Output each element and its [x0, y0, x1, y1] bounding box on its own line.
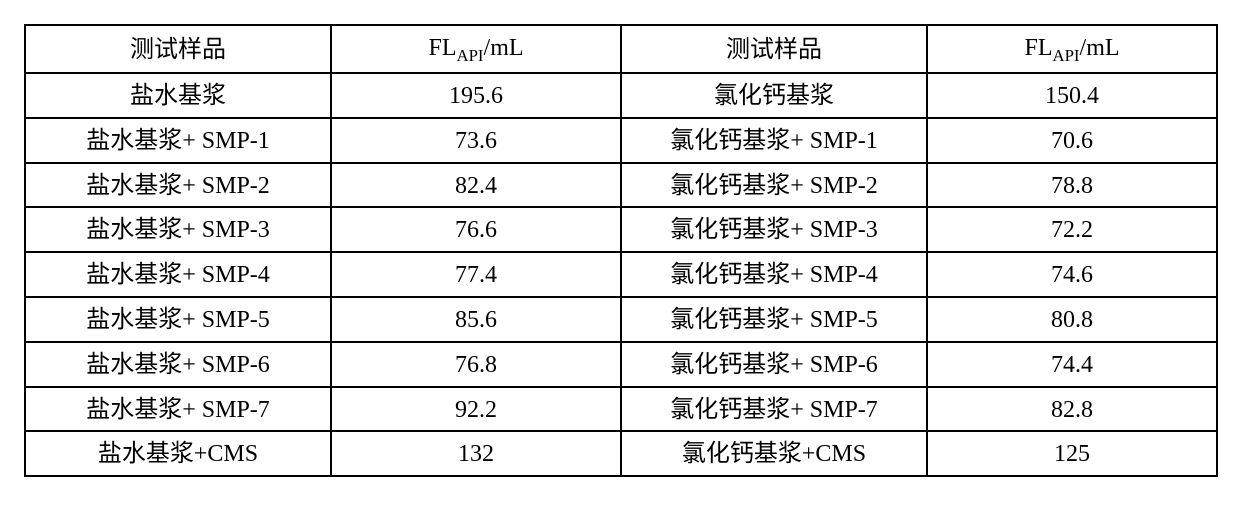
- cell-fl-a: 82.4: [331, 163, 621, 208]
- cell-sample-a: 盐水基浆+CMS: [25, 431, 331, 476]
- cell-sample-a: 盐水基浆+ SMP-1: [25, 118, 331, 163]
- header-text-sub: API: [456, 46, 483, 65]
- cell-sample-a: 盐水基浆+ SMP-7: [25, 387, 331, 432]
- header-text-post: /mL: [1080, 35, 1120, 61]
- cell-sample-a: 盐水基浆+ SMP-4: [25, 252, 331, 297]
- cell-fl-a: 73.6: [331, 118, 621, 163]
- cell-sample-b: 氯化钙基浆+ SMP-3: [621, 207, 927, 252]
- col-header-fl-b: FLAPI/mL: [927, 25, 1217, 73]
- cell-sample-a: 盐水基浆+ SMP-5: [25, 297, 331, 342]
- cell-sample-b: 氯化钙基浆+ SMP-5: [621, 297, 927, 342]
- col-header-fl-a: FLAPI/mL: [331, 25, 621, 73]
- header-text-sub: API: [1052, 46, 1079, 65]
- cell-fl-a: 132: [331, 431, 621, 476]
- col-header-sample-b: 测试样品: [621, 25, 927, 73]
- cell-fl-b: 80.8: [927, 297, 1217, 342]
- table-row: 盐水基浆 195.6 氯化钙基浆 150.4: [25, 73, 1217, 118]
- cell-fl-b: 150.4: [927, 73, 1217, 118]
- cell-fl-b: 70.6: [927, 118, 1217, 163]
- cell-fl-a: 85.6: [331, 297, 621, 342]
- cell-fl-b: 74.6: [927, 252, 1217, 297]
- table-row: 盐水基浆+ SMP-7 92.2 氯化钙基浆+ SMP-7 82.8: [25, 387, 1217, 432]
- header-text: 测试样品: [726, 37, 822, 63]
- header-text-pre: FL: [1024, 35, 1052, 61]
- header-text-post: /mL: [484, 35, 524, 61]
- table-header-row: 测试样品 FLAPI/mL 测试样品 FLAPI/mL: [25, 25, 1217, 73]
- cell-sample-b: 氯化钙基浆: [621, 73, 927, 118]
- cell-sample-a: 盐水基浆+ SMP-6: [25, 342, 331, 387]
- cell-fl-b: 78.8: [927, 163, 1217, 208]
- data-table: 测试样品 FLAPI/mL 测试样品 FLAPI/mL 盐水基浆 195.6 氯…: [24, 24, 1218, 477]
- cell-fl-a: 77.4: [331, 252, 621, 297]
- table-row: 盐水基浆+ SMP-6 76.8 氯化钙基浆+ SMP-6 74.4: [25, 342, 1217, 387]
- cell-sample-a: 盐水基浆+ SMP-3: [25, 207, 331, 252]
- cell-fl-b: 74.4: [927, 342, 1217, 387]
- cell-sample-b: 氯化钙基浆+CMS: [621, 431, 927, 476]
- cell-sample-a: 盐水基浆: [25, 73, 331, 118]
- table-row: 盐水基浆+ SMP-3 76.6 氯化钙基浆+ SMP-3 72.2: [25, 207, 1217, 252]
- cell-fl-a: 76.6: [331, 207, 621, 252]
- cell-fl-b: 72.2: [927, 207, 1217, 252]
- table-row: 盐水基浆+ SMP-4 77.4 氯化钙基浆+ SMP-4 74.6: [25, 252, 1217, 297]
- cell-sample-b: 氯化钙基浆+ SMP-6: [621, 342, 927, 387]
- cell-sample-a: 盐水基浆+ SMP-2: [25, 163, 331, 208]
- col-header-sample-a: 测试样品: [25, 25, 331, 73]
- cell-sample-b: 氯化钙基浆+ SMP-4: [621, 252, 927, 297]
- cell-sample-b: 氯化钙基浆+ SMP-2: [621, 163, 927, 208]
- table-row: 盐水基浆+ SMP-2 82.4 氯化钙基浆+ SMP-2 78.8: [25, 163, 1217, 208]
- table-row: 盐水基浆+ SMP-5 85.6 氯化钙基浆+ SMP-5 80.8: [25, 297, 1217, 342]
- header-text-pre: FL: [428, 35, 456, 61]
- table-row: 盐水基浆+CMS 132 氯化钙基浆+CMS 125: [25, 431, 1217, 476]
- table-body: 盐水基浆 195.6 氯化钙基浆 150.4 盐水基浆+ SMP-1 73.6 …: [25, 73, 1217, 476]
- cell-fl-a: 195.6: [331, 73, 621, 118]
- cell-sample-b: 氯化钙基浆+ SMP-7: [621, 387, 927, 432]
- cell-fl-a: 92.2: [331, 387, 621, 432]
- cell-fl-b: 125: [927, 431, 1217, 476]
- cell-fl-b: 82.8: [927, 387, 1217, 432]
- cell-sample-b: 氯化钙基浆+ SMP-1: [621, 118, 927, 163]
- table-row: 盐水基浆+ SMP-1 73.6 氯化钙基浆+ SMP-1 70.6: [25, 118, 1217, 163]
- cell-fl-a: 76.8: [331, 342, 621, 387]
- header-text: 测试样品: [130, 37, 226, 63]
